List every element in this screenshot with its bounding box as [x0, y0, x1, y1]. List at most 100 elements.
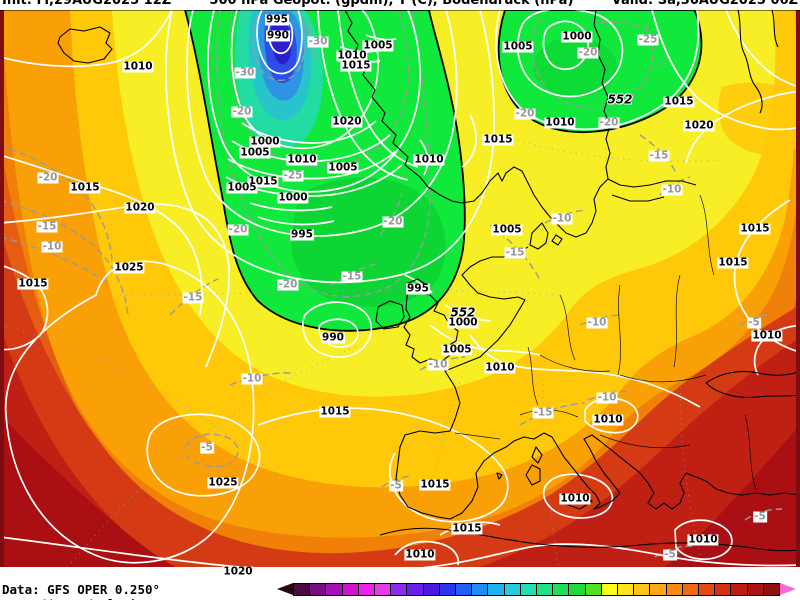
colorbar-cell	[375, 584, 392, 595]
pressure-label: 1015	[319, 405, 351, 418]
temperature-label: -5	[663, 548, 677, 561]
pressure-label: 1010	[687, 533, 719, 546]
pressure-label: 1020	[124, 201, 156, 214]
temperature-label: -25	[282, 169, 304, 182]
pressure-label: 1010	[559, 492, 591, 505]
pressure-label: 1020	[331, 115, 363, 128]
colorbar-cell	[310, 584, 327, 595]
pressure-label: 995	[290, 228, 314, 241]
colorbar-cell	[699, 584, 716, 595]
colorbar-cell	[650, 584, 667, 595]
colorbar-cell	[553, 584, 570, 595]
colorbar-cell	[456, 584, 473, 595]
temperature-label: -30	[234, 66, 256, 79]
colorbar-cell	[342, 584, 359, 595]
pressure-label: 1015	[419, 478, 451, 491]
temperature-label: -15	[182, 291, 204, 304]
temperature-label: -5	[200, 441, 214, 454]
pressure-label: 1015	[663, 95, 695, 108]
data-source-label: Data: GFS OPER 0.250°	[2, 582, 161, 597]
watermark-label: www.wetterzentrale.de	[2, 597, 141, 600]
pressure-label: 1005	[441, 343, 473, 356]
colorbar-cell	[423, 584, 440, 595]
pressure-label: 1015	[17, 277, 49, 290]
temperature-label: -10	[41, 240, 63, 253]
pressure-label: 1010	[286, 153, 318, 166]
temperature-label: -10	[596, 391, 618, 404]
valid-time-label: Valid: Sa,30AUG2025 06Z	[611, 0, 798, 8]
colorbar-cell	[601, 584, 619, 595]
pressure-label: 995	[406, 282, 430, 295]
temperature-label: -15	[648, 149, 670, 162]
colorbar-cell	[358, 584, 376, 595]
temperature-label: -15	[532, 406, 554, 419]
temperature-label: -20	[231, 105, 253, 118]
colorbar-cell	[569, 584, 586, 595]
temperature-label: -5	[753, 510, 767, 523]
colorbar-left-arrow	[277, 583, 293, 595]
map-canvas	[0, 10, 800, 567]
pressure-label: 1015	[739, 222, 771, 235]
pressure-label: 1015	[69, 181, 101, 194]
colorbar-cell	[634, 584, 651, 595]
geopotential-label: 552	[607, 92, 633, 107]
temperature-label: -25	[637, 33, 659, 46]
temperature-label: -10	[427, 358, 449, 371]
temperature-label: -20	[37, 171, 59, 184]
temperature-field	[0, 10, 800, 567]
temperature-label: -5	[389, 479, 403, 492]
pressure-label: 1010	[484, 361, 516, 374]
pressure-label: 1005	[226, 181, 258, 194]
pressure-label: 1010	[592, 413, 624, 426]
init-time-label: Init: Fr,29AUG2025 12Z	[2, 0, 172, 8]
temperature-label: -20	[277, 278, 299, 291]
colorbar-cell	[715, 584, 732, 595]
colorbar-cell	[326, 584, 343, 595]
temperature-label: -15	[504, 246, 526, 259]
pressure-label: 1015	[717, 256, 749, 269]
temperature-label: -10	[586, 316, 608, 329]
temperature-label: -20	[598, 116, 620, 129]
pressure-label: 1020	[683, 119, 715, 132]
pressure-label: 990	[321, 331, 345, 344]
colorbar-cell	[682, 584, 700, 595]
pressure-label: 1005	[327, 161, 359, 174]
pressure-label: 1005	[491, 223, 523, 236]
weather-map: 995 990 1005 1010 1015 1010 1000 1005 1015 1020 10…	[0, 10, 800, 582]
temperature-label: -30	[307, 35, 329, 48]
pressure-label: 1015	[482, 133, 514, 146]
colorbar-cell	[537, 584, 554, 595]
pressure-label: 1015	[247, 175, 279, 188]
colorbar-cell	[391, 584, 408, 595]
colorbar-cell	[294, 584, 311, 595]
colorbar-cell	[618, 584, 635, 595]
colorbar-cell	[747, 584, 764, 595]
pressure-label: 1005	[502, 40, 534, 53]
map-label-layer: 995 990 1005 1010 1015 1010 1000 1005 1015 1020 10…	[17, 14, 783, 578]
chart-title: 500 hPa Geopot. (gpdm), T (C), Bodendruc…	[209, 0, 574, 8]
colorbar-cell	[763, 584, 780, 595]
colorbar-cells	[293, 583, 780, 596]
coastlines	[57, 10, 800, 552]
pressure-label: 1010	[751, 329, 783, 342]
pressure-label: 1000	[447, 316, 479, 329]
temperature-label: -20	[227, 223, 249, 236]
temperature-label: -20	[577, 46, 599, 59]
temperature-label: -5	[747, 316, 761, 329]
colorbar-cell	[585, 584, 602, 595]
colorbar-cell	[439, 584, 457, 595]
pressure-label: 1005	[362, 39, 394, 52]
pressure-label: 1000	[249, 135, 281, 148]
pressure-label: 1010	[336, 49, 368, 62]
pressure-label: 1010	[544, 116, 576, 129]
temperature-label: -15	[341, 270, 363, 283]
country-borders	[454, 194, 757, 491]
temperature-label: -15	[36, 220, 58, 233]
temperature-label: -20	[382, 215, 404, 228]
colorbar-cell	[504, 584, 521, 595]
pressure-label: 1010	[413, 153, 445, 166]
colorbar-cell	[666, 584, 683, 595]
colorbar-cell	[488, 584, 505, 595]
colorbar-cell	[731, 584, 748, 595]
temperature-label: -10	[551, 212, 573, 225]
